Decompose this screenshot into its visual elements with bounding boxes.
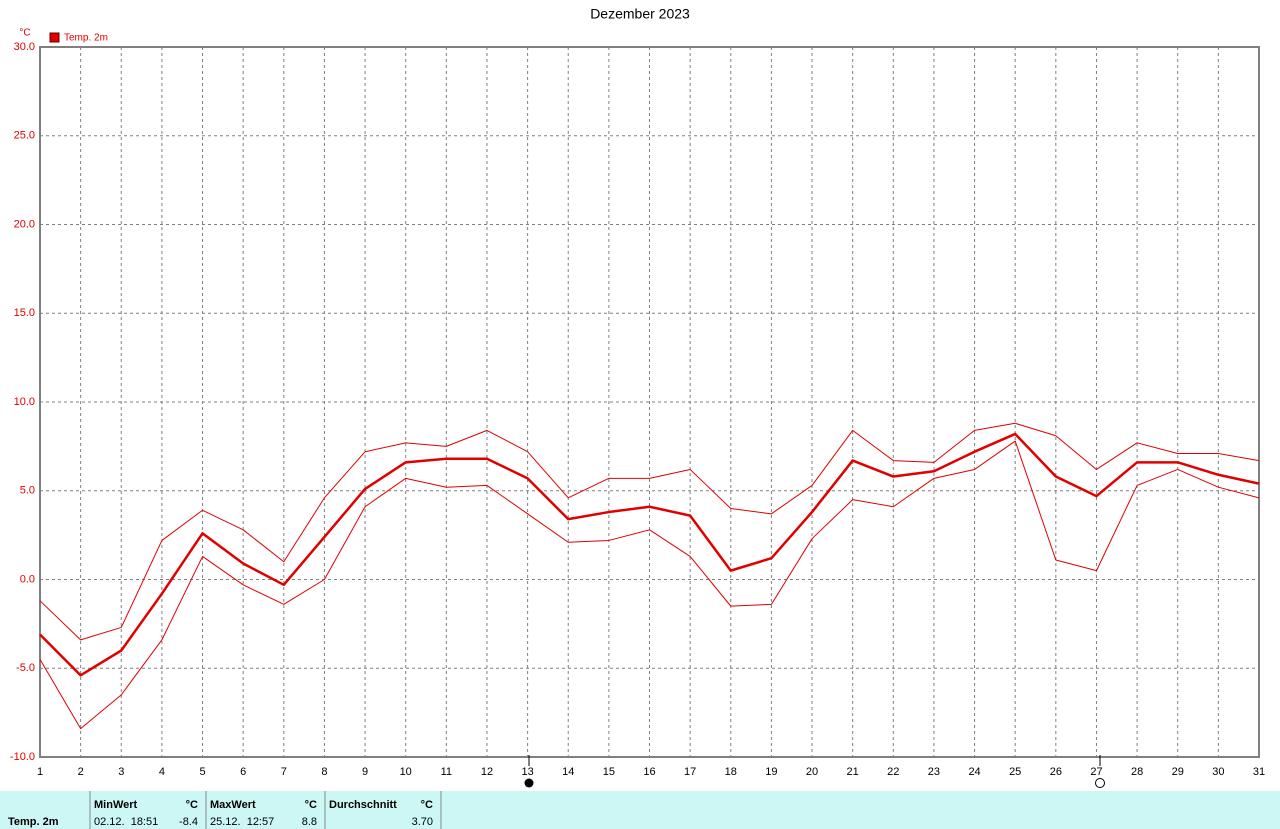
data-line <box>39 432 1260 677</box>
x-tick-label: 20 <box>806 766 818 778</box>
full-moon-icon <box>524 778 534 788</box>
footer-row-label: Temp. 2m <box>8 816 59 828</box>
footer-value: 3.70 <box>412 816 433 828</box>
y-unit: °C <box>19 28 30 39</box>
x-tick-label: 19 <box>765 766 777 778</box>
x-tick-label: 12 <box>481 766 493 778</box>
x-tick-label: 13 <box>521 766 533 778</box>
legend-swatch <box>49 32 60 43</box>
footer-value: -8.4 <box>179 816 198 828</box>
x-tick-label: 9 <box>362 766 368 778</box>
x-tick-label: 14 <box>562 766 574 778</box>
x-tick-label: 28 <box>1131 766 1143 778</box>
x-tick-label: 27 <box>1090 766 1102 778</box>
x-tick-label: 2 <box>78 766 84 778</box>
y-tick-label: -10.0 <box>10 751 35 763</box>
x-tick-label: 15 <box>603 766 615 778</box>
x-tick-label: 23 <box>928 766 940 778</box>
x-tick-label: 25 <box>1009 766 1021 778</box>
footer-header: Durchschnitt <box>329 799 397 811</box>
footer-bg <box>0 791 1280 829</box>
x-tick-label: 30 <box>1212 766 1224 778</box>
y-tick-label: -5.0 <box>16 662 35 674</box>
x-tick-label: 26 <box>1050 766 1062 778</box>
x-tick-label: 3 <box>118 766 124 778</box>
x-tick-label: 1 <box>37 766 43 778</box>
footer-unit: °C <box>421 799 433 811</box>
x-tick-label: 7 <box>281 766 287 778</box>
y-tick-label: 25.0 <box>14 130 35 142</box>
x-tick-label: 5 <box>199 766 205 778</box>
data-line <box>39 440 1260 730</box>
y-tick-label: 0.0 <box>20 573 35 585</box>
grid <box>39 46 1260 758</box>
legend-label: Temp. 2m <box>64 33 108 44</box>
footer-header: MaxWert <box>210 799 256 811</box>
footer-value: 8.8 <box>302 816 317 828</box>
footer-time: 02.12. 18:51 <box>94 816 158 828</box>
x-tick-label: 21 <box>847 766 859 778</box>
chart-title: Dezember 2023 <box>590 6 690 22</box>
data-line <box>39 422 1260 641</box>
x-tick-label: 10 <box>400 766 412 778</box>
x-tick-label: 16 <box>643 766 655 778</box>
x-tick-label: 24 <box>968 766 980 778</box>
x-tick-label: 6 <box>240 766 246 778</box>
y-tick-label: 10.0 <box>14 396 35 408</box>
footer-time: 25.12. 12:57 <box>210 816 274 828</box>
x-tick-label: 4 <box>159 766 165 778</box>
y-tick-label: 5.0 <box>20 485 35 497</box>
x-tick-label: 11 <box>441 766 452 778</box>
y-tick-label: 20.0 <box>14 218 35 230</box>
y-tick-label: 15.0 <box>14 307 35 319</box>
plot-frame <box>39 46 1260 758</box>
x-tick-label: 31 <box>1253 766 1265 778</box>
x-tick-label: 8 <box>321 766 327 778</box>
footer-unit: °C <box>186 799 198 811</box>
footer-unit: °C <box>305 799 317 811</box>
x-tick-label: 17 <box>684 766 696 778</box>
x-tick-label: 18 <box>725 766 737 778</box>
x-tick-label: 29 <box>1172 766 1184 778</box>
new-moon-icon <box>1095 778 1105 788</box>
x-tick-label: 22 <box>887 766 899 778</box>
y-tick-label: 30.0 <box>14 41 35 53</box>
footer-header: MinWert <box>94 799 138 811</box>
